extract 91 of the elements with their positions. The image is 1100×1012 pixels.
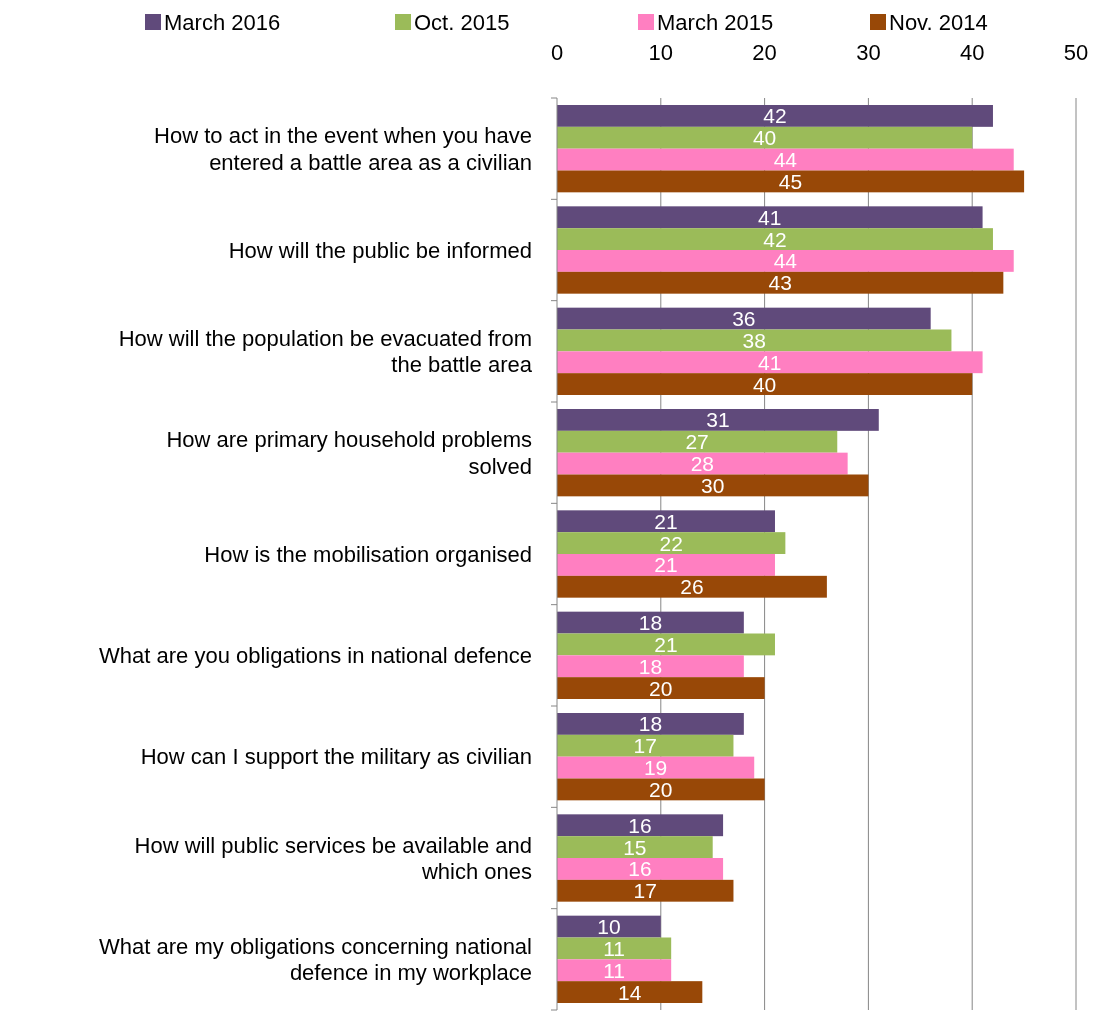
data-label: 28 — [690, 452, 714, 476]
bar — [557, 206, 983, 229]
data-label: 20 — [649, 777, 673, 801]
bar — [557, 814, 724, 837]
bar — [557, 126, 973, 149]
legend-label: March 2015 — [657, 9, 774, 35]
data-label: 40 — [752, 372, 777, 396]
data-label: 11 — [603, 958, 625, 982]
data-label: 43 — [768, 271, 792, 295]
bar — [557, 228, 993, 250]
bar — [557, 655, 744, 678]
x-tick-label: 20 — [752, 39, 777, 65]
y-tick-label: How is the mobilisation organised — [204, 541, 532, 567]
data-label: 42 — [763, 227, 787, 251]
bar — [557, 148, 1014, 171]
data-label: 45 — [778, 169, 803, 193]
y-tick-label: What are my obligations concerning national defence in my workplace — [99, 933, 532, 986]
bar — [557, 756, 755, 779]
data-label: 41 — [758, 205, 782, 229]
bar — [557, 430, 838, 453]
data-label: 36 — [732, 307, 756, 331]
data-label: 17 — [633, 879, 657, 903]
x-tick-label: 0 — [550, 39, 564, 65]
bar — [557, 677, 765, 699]
x-tick-label: 30 — [856, 39, 881, 65]
data-label: 16 — [628, 813, 652, 837]
bar — [557, 452, 848, 475]
x-tick-label: 10 — [648, 39, 674, 65]
data-label: 31 — [706, 408, 730, 432]
data-label: 14 — [617, 980, 642, 1004]
bar — [557, 409, 879, 431]
data-label: 10 — [597, 915, 621, 939]
data-label: 21 — [654, 509, 678, 533]
bar — [557, 959, 672, 982]
bar — [557, 879, 734, 902]
data-label: 22 — [659, 531, 683, 555]
data-label: 21 — [654, 553, 678, 577]
y-tick-label: What are you obligations in national defence — [99, 643, 532, 669]
bar — [557, 858, 724, 880]
x-tick-label: 40 — [959, 39, 985, 65]
legend-label: Nov. 2014 — [889, 9, 988, 35]
bar — [557, 611, 744, 634]
data-label: 20 — [649, 676, 673, 700]
data-label: 16 — [628, 857, 652, 881]
legend-label: March 2016 — [164, 9, 281, 35]
data-label: 44 — [773, 148, 798, 172]
data-label: 42 — [763, 104, 787, 128]
bar — [557, 532, 786, 554]
x-tick-label: 50 — [1063, 39, 1089, 65]
y-tick-label: How will public services be available and which ones — [134, 832, 532, 884]
data-label: 15 — [623, 835, 647, 859]
bar — [557, 271, 1004, 294]
data-label: 44 — [773, 249, 798, 273]
data-label: 21 — [654, 632, 678, 656]
bar — [557, 510, 775, 533]
y-tick-label: How can I support the military as civilian — [140, 744, 532, 770]
y-tick-label: How will the population be evacuated from the battle area — [118, 325, 533, 378]
data-label: 38 — [742, 328, 766, 352]
data-label: 41 — [758, 350, 782, 374]
data-label: 19 — [643, 756, 668, 780]
bar — [557, 554, 775, 576]
data-label: 18 — [638, 712, 663, 736]
bar — [557, 307, 931, 330]
bar — [557, 915, 661, 938]
y-tick-label: How are primary household problems solved — [166, 427, 532, 479]
data-label: 26 — [680, 575, 704, 599]
data-label: 27 — [685, 430, 709, 454]
bar — [557, 575, 827, 598]
data-label: 18 — [638, 611, 663, 635]
bar — [557, 250, 1014, 272]
bar — [557, 778, 765, 801]
bar — [557, 713, 744, 735]
y-tick-label: How will the public be informed — [228, 237, 532, 263]
bar — [557, 351, 983, 374]
data-label: 40 — [752, 126, 777, 150]
bar — [557, 937, 672, 960]
data-label: 17 — [633, 734, 657, 758]
legend-label: Oct. 2015 — [414, 9, 510, 35]
bar — [557, 373, 973, 395]
bar — [557, 329, 952, 352]
data-label: 11 — [603, 936, 625, 960]
data-label: 18 — [638, 654, 663, 678]
bar — [557, 474, 869, 497]
y-tick-label: How to act in the event when you have entered a battle area as a civilian — [154, 123, 532, 175]
bar — [557, 170, 1025, 193]
bar — [557, 633, 775, 656]
bar — [557, 836, 713, 858]
bar — [557, 105, 993, 127]
data-label: 30 — [701, 473, 725, 497]
bar — [557, 734, 734, 757]
bar — [557, 981, 703, 1003]
